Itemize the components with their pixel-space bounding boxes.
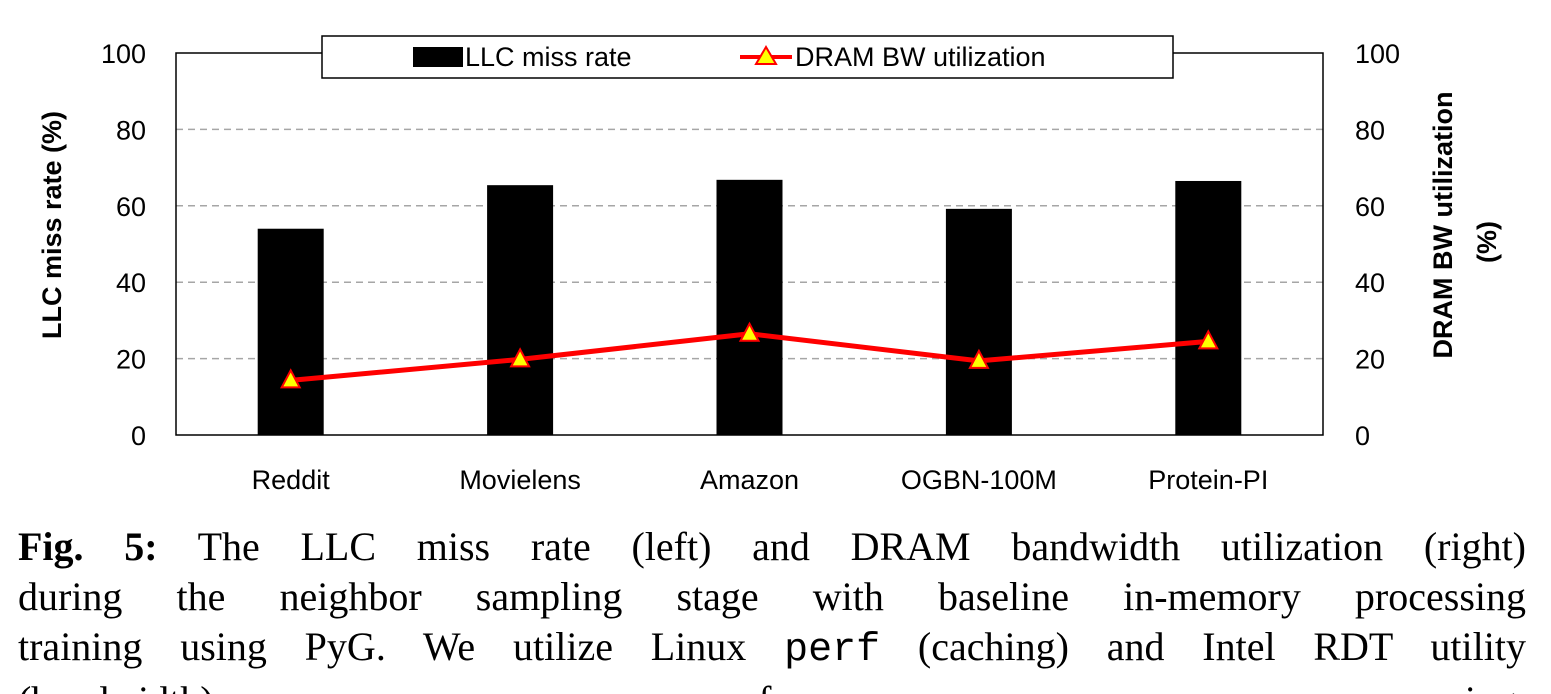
x-axis-labels: Reddit Movielens Amazon OGBN-100M Protein-PI bbox=[252, 465, 1269, 495]
caption-line-2: during the neighbor sampling stage with … bbox=[18, 574, 1526, 619]
x-tick-label: Protein-PI bbox=[1148, 465, 1268, 495]
legend: LLC miss rate DRAM BW utilization bbox=[321, 35, 1174, 79]
bar-series bbox=[257, 179, 1242, 435]
caption-line-1: Fig. 5: The LLC miss rate (left) and DRA… bbox=[18, 522, 1526, 572]
caption-line1-text: The LLC miss rate (left) and DRAM bandwi… bbox=[197, 524, 1526, 569]
dram-point-protein-pi bbox=[1197, 329, 1219, 350]
legend-line-label: DRAM BW utilization bbox=[795, 42, 1046, 72]
caption-line-4: (bandwidth) for measuring. bbox=[18, 676, 1526, 694]
right-axis-ticks: 0 20 40 60 80 100 bbox=[1355, 39, 1400, 451]
legend-triangle-marker bbox=[754, 45, 778, 65]
left-axis-title: LLC miss rate (%) bbox=[37, 111, 67, 339]
dram-point-reddit bbox=[280, 368, 302, 389]
dram-point-amazon bbox=[738, 321, 761, 342]
right-axis-title-line1: DRAM BW utilization bbox=[1428, 92, 1458, 359]
bar-movielens bbox=[487, 185, 554, 435]
bar-reddit bbox=[257, 228, 324, 435]
right-tick-label: 20 bbox=[1355, 345, 1385, 375]
left-tick-label: 60 bbox=[116, 192, 146, 222]
left-tick-label: 20 bbox=[116, 345, 146, 375]
caption-label: Fig. 5: bbox=[18, 524, 158, 569]
left-axis-ticks: 0 20 40 60 80 100 bbox=[101, 39, 146, 451]
x-tick-label: Amazon bbox=[700, 465, 799, 495]
right-tick-label: 60 bbox=[1355, 192, 1385, 222]
right-axis-title-line2: (%) bbox=[1472, 221, 1502, 263]
line-series bbox=[280, 321, 1219, 389]
legend-bar-label: LLC miss rate bbox=[465, 42, 632, 72]
caption-line-3: training using PyG. We utilize Linux per… bbox=[18, 622, 1526, 676]
caption-code-perf: perf bbox=[784, 628, 881, 673]
bar-amazon bbox=[716, 179, 783, 435]
dual-axis-chart: 0 20 40 60 80 100 0 20 40 60 80 100 Reddit Movielen… bbox=[37, 35, 1502, 495]
x-tick-label: Movielens bbox=[459, 465, 581, 495]
left-tick-label: 100 bbox=[101, 39, 146, 69]
left-tick-label: 80 bbox=[116, 115, 146, 145]
left-tick-label: 0 bbox=[131, 421, 146, 451]
right-tick-label: 40 bbox=[1355, 268, 1385, 298]
x-tick-label: OGBN-100M bbox=[901, 465, 1057, 495]
right-tick-label: 80 bbox=[1355, 115, 1385, 145]
x-tick-label: Reddit bbox=[252, 465, 331, 495]
dram-point-ogbn-100m bbox=[968, 348, 990, 369]
right-tick-label: 0 bbox=[1355, 421, 1370, 451]
bar-ogbn-100m bbox=[945, 208, 1012, 435]
bar-protein-pi bbox=[1175, 180, 1242, 435]
caption-line3-b: (caching) and Intel RDT utility bbox=[880, 624, 1526, 669]
left-tick-label: 40 bbox=[116, 268, 146, 298]
legend-bar-swatch bbox=[413, 47, 463, 67]
dram-point-movielens bbox=[509, 347, 531, 368]
figure-caption: Fig. 5: The LLC miss rate (left) and DRA… bbox=[18, 522, 1526, 694]
right-tick-label: 100 bbox=[1355, 39, 1400, 69]
caption-line3-a: training using PyG. We utilize Linux bbox=[18, 624, 785, 669]
